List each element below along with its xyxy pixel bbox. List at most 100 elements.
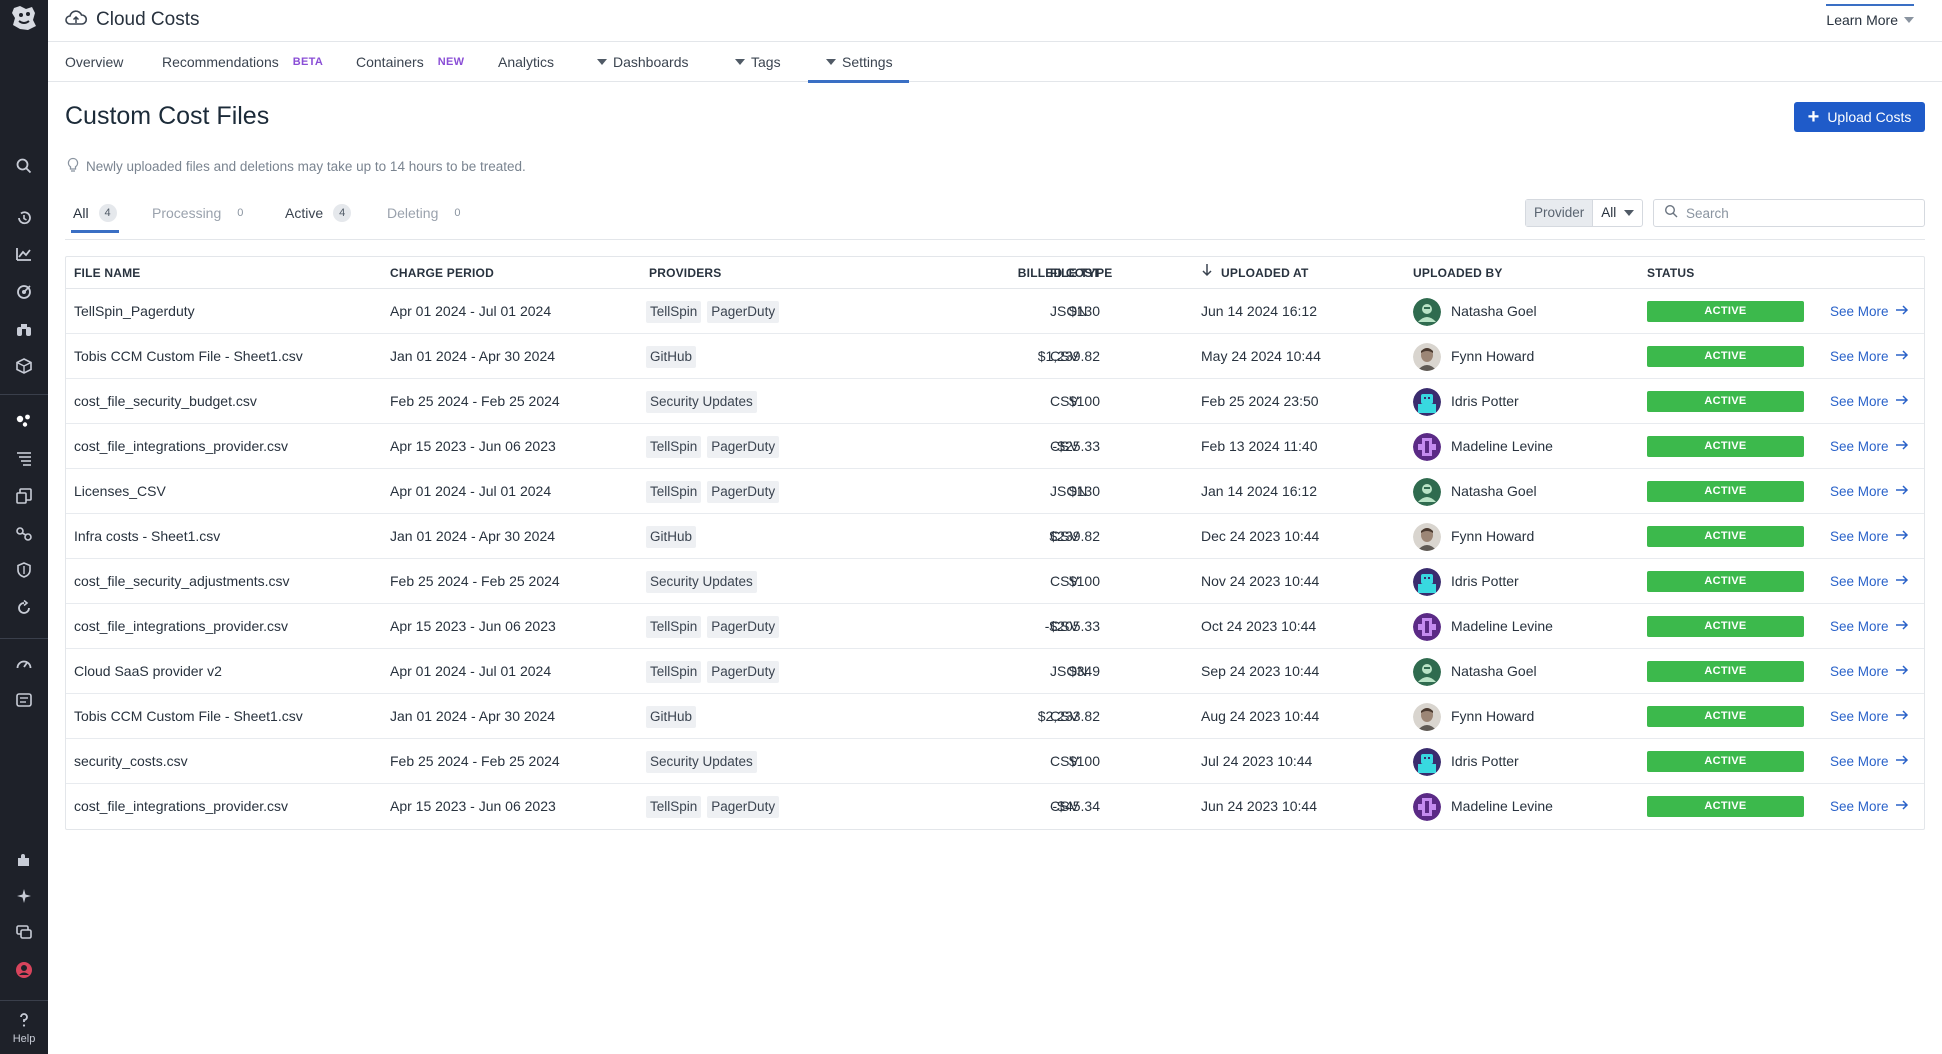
table-row[interactable]: Licenses_CSV Apr 01 2024 - Jul 01 2024 T…	[66, 469, 1924, 514]
left-nav: Help	[0, 0, 48, 1054]
table-row[interactable]: Tobis CCM Custom File - Sheet1.csv Jan 0…	[66, 694, 1924, 739]
tab-containers[interactable]: Containers NEW	[356, 42, 464, 82]
help-icon[interactable]	[12, 1010, 36, 1030]
performance-gauge-icon[interactable]	[12, 654, 36, 674]
provider-tag: GitHub	[646, 346, 697, 369]
col-uploaded-at[interactable]: UPLOADED AT	[1201, 257, 1309, 289]
table-row[interactable]: TellSpin_Pagerduty Apr 01 2024 - Jul 01 …	[66, 289, 1924, 334]
col-uploaded-by[interactable]: UPLOADED BY	[1413, 266, 1503, 280]
search-icon[interactable]	[12, 156, 36, 176]
billed-cost-cell: $100	[1068, 753, 1100, 769]
col-providers[interactable]: PROVIDERS	[649, 266, 722, 280]
app-title-text: Cloud Costs	[96, 9, 200, 30]
monitors-icon[interactable]	[12, 282, 36, 302]
see-more-link[interactable]: See More	[1830, 784, 1909, 829]
table-row[interactable]: cost_file_integrations_provider.csv Apr …	[66, 784, 1924, 829]
dashboards-icon[interactable]	[12, 244, 36, 264]
security-shield-icon[interactable]	[12, 560, 36, 580]
sparkle-icon[interactable]	[12, 886, 36, 906]
learn-more-dropdown[interactable]: Learn More	[1826, 4, 1914, 28]
logs-icon[interactable]	[12, 448, 36, 468]
billed-cost-cell: $239.82	[1049, 528, 1100, 544]
col-file-type[interactable]: FILE TYPE	[1050, 266, 1113, 280]
user-avatar-icon[interactable]	[12, 960, 36, 980]
upload-costs-button[interactable]: + Upload Costs	[1794, 102, 1925, 132]
tab-tags-label: Tags	[751, 54, 781, 70]
see-more-label: See More	[1830, 619, 1889, 634]
tab-recommendations-label: Recommendations	[162, 54, 279, 70]
search-box[interactable]	[1653, 199, 1925, 227]
see-more-link[interactable]: See More	[1830, 559, 1909, 604]
notebooks-icon[interactable]	[12, 486, 36, 506]
see-more-link[interactable]: See More	[1830, 379, 1909, 424]
file-type-cell: JSON	[1050, 663, 1088, 679]
see-more-link[interactable]: See More	[1830, 739, 1909, 784]
filter-deleting-label: Deleting	[387, 205, 439, 221]
providers-cell: GitHub	[646, 694, 702, 739]
status-badge: ACTIVE	[1647, 661, 1804, 682]
tab-analytics[interactable]: Analytics	[498, 42, 554, 82]
table-row[interactable]: cost_file_integrations_provider.csv Apr …	[66, 604, 1924, 649]
table-row[interactable]: cost_file_integrations_provider.csv Apr …	[66, 424, 1924, 469]
tab-dashboards[interactable]: Dashboards	[597, 42, 689, 82]
see-more-label: See More	[1830, 529, 1889, 544]
see-more-link[interactable]: See More	[1830, 424, 1909, 469]
tab-overview[interactable]: Overview	[65, 42, 123, 82]
avatar	[1413, 568, 1441, 597]
filter-tab-active[interactable]: Active 4	[285, 204, 352, 222]
see-more-link[interactable]: See More	[1830, 334, 1909, 379]
provider-tag: PagerDuty	[707, 481, 780, 504]
tab-tags[interactable]: Tags	[735, 42, 781, 82]
providers-cell: Security Updates	[646, 559, 763, 604]
uploaded-at-cell: Feb 25 2024 23:50	[1201, 393, 1319, 409]
uploader-name: Fynn Howard	[1451, 708, 1535, 724]
integrations-link-icon[interactable]	[12, 524, 36, 544]
uploaded-at-cell: Sep 24 2023 10:44	[1201, 663, 1320, 679]
uploaded-at-cell: Jan 14 2024 16:12	[1201, 483, 1317, 499]
cloud-costs-icon[interactable]	[12, 410, 36, 430]
see-more-link[interactable]: See More	[1830, 604, 1909, 649]
uploader-name: Idris Potter	[1451, 393, 1519, 409]
table-row[interactable]: security_costs.csv Feb 25 2024 - Feb 25 …	[66, 739, 1924, 784]
divider	[65, 239, 1925, 240]
table-row[interactable]: Cloud SaaS provider v2 Apr 01 2024 - Jul…	[66, 649, 1924, 694]
table-row[interactable]: Infra costs - Sheet1.csv Jan 01 2024 - A…	[66, 514, 1924, 559]
binoculars-icon[interactable]	[12, 320, 36, 340]
tab-containers-label: Containers	[356, 54, 424, 70]
see-more-link[interactable]: See More	[1830, 694, 1909, 739]
provider-tag: PagerDuty	[707, 616, 780, 639]
service-mgmt-icon[interactable]	[12, 690, 36, 710]
datadog-logo-icon[interactable]	[8, 4, 40, 32]
col-billed-cost[interactable]: BILLED COST	[1017, 266, 1100, 280]
tab-recommendations[interactable]: Recommendations BETA	[162, 42, 323, 82]
providers-cell: TellSpin PagerDuty	[646, 289, 785, 334]
cloud-icon	[64, 8, 88, 32]
help-label[interactable]: Help	[12, 1033, 36, 1045]
table-row[interactable]: cost_file_security_budget.csv Feb 25 202…	[66, 379, 1924, 424]
provider-filter-select[interactable]: All	[1593, 200, 1642, 226]
uploaded-at-cell: Nov 24 2023 10:44	[1201, 573, 1320, 589]
provider-filter[interactable]: Provider All	[1525, 199, 1644, 227]
table-row[interactable]: Tobis CCM Custom File - Sheet1.csv Jan 0…	[66, 334, 1924, 379]
col-status[interactable]: STATUS	[1647, 266, 1695, 280]
providers-cell: Security Updates	[646, 739, 763, 784]
filter-tab-deleting[interactable]: Deleting 0	[387, 204, 466, 222]
search-input[interactable]	[1686, 205, 1906, 221]
table-row[interactable]: cost_file_security_adjustments.csv Feb 2…	[66, 559, 1924, 604]
integrations-puzzle-icon[interactable]	[12, 850, 36, 870]
infrastructure-icon[interactable]	[12, 356, 36, 376]
history-icon[interactable]	[12, 208, 36, 228]
filter-tab-all[interactable]: All 4	[71, 204, 119, 233]
filter-tab-processing[interactable]: Processing 0	[152, 204, 249, 222]
tab-settings[interactable]: Settings	[808, 42, 909, 83]
chat-icon[interactable]	[12, 922, 36, 942]
synthetics-icon[interactable]	[12, 598, 36, 618]
col-file-name[interactable]: FILE NAME	[74, 266, 141, 280]
table-header: FILE NAME CHARGE PERIOD PROVIDERS BILLED…	[66, 257, 1924, 289]
see-more-link[interactable]: See More	[1830, 289, 1909, 334]
arrow-right-icon	[1895, 514, 1909, 559]
col-charge-period[interactable]: CHARGE PERIOD	[390, 266, 494, 280]
see-more-link[interactable]: See More	[1830, 649, 1909, 694]
see-more-link[interactable]: See More	[1830, 469, 1909, 514]
see-more-link[interactable]: See More	[1830, 514, 1909, 559]
